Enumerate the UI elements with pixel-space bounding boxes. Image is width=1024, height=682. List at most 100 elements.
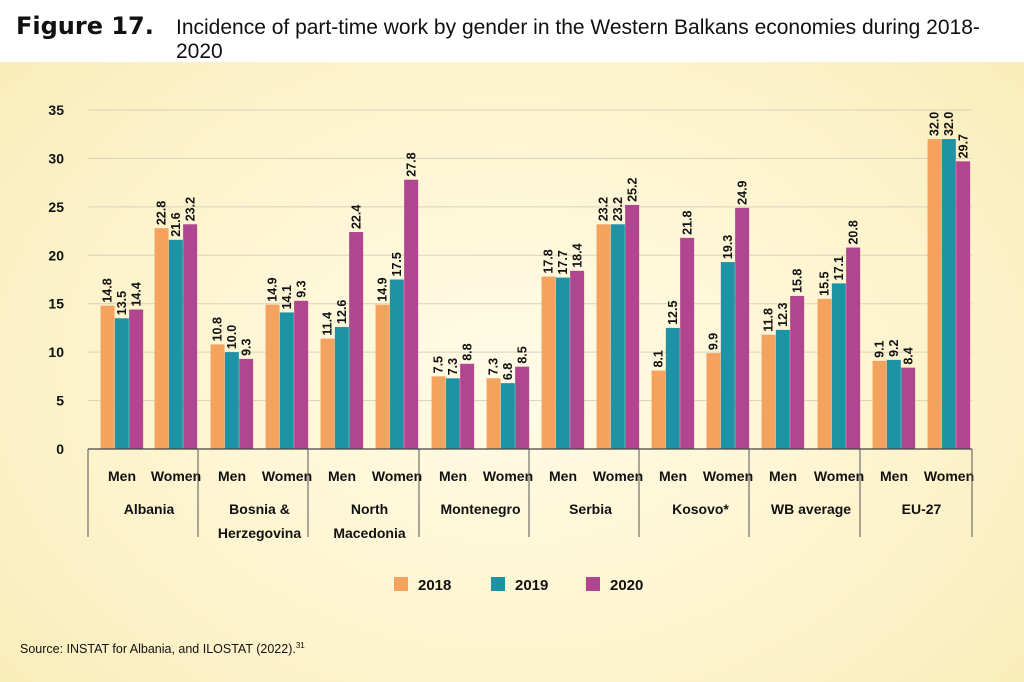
- bar: [831, 283, 846, 449]
- bar: [294, 300, 309, 449]
- x-tick-label: Women: [372, 468, 422, 484]
- data-label: 13.5: [115, 291, 129, 315]
- bar: [790, 295, 805, 449]
- data-label: 23.2: [597, 197, 611, 221]
- bar: [279, 312, 294, 449]
- data-label: 20.8: [846, 220, 860, 244]
- y-tick-label: 35: [48, 102, 64, 118]
- x-tick-label: Women: [262, 468, 312, 484]
- data-label: 8.5: [515, 346, 529, 363]
- data-label: 7.3: [446, 358, 460, 375]
- title-bar: Figure 17. Incidence of part-time work b…: [0, 0, 1024, 63]
- data-label: 11.8: [762, 308, 776, 332]
- group-label: WB average: [771, 501, 851, 517]
- bar: [460, 363, 475, 449]
- bar: [886, 359, 901, 449]
- y-tick-label: 5: [56, 393, 64, 409]
- bar: [625, 204, 640, 449]
- data-label: 24.9: [735, 180, 749, 204]
- bar: [596, 224, 611, 449]
- y-tick-label: 0: [56, 441, 64, 457]
- x-tick-label: Men: [328, 468, 356, 484]
- data-label: 15.5: [818, 271, 832, 295]
- bar: [901, 367, 916, 449]
- x-tick-label: Men: [880, 468, 908, 484]
- bar: [445, 378, 460, 449]
- bar: [129, 309, 144, 449]
- bar: [927, 139, 942, 450]
- bar: [168, 239, 183, 449]
- bar: [817, 298, 832, 449]
- x-tick-label: Women: [151, 468, 201, 484]
- bar: [680, 237, 695, 449]
- group-label: Herzegovina: [218, 525, 301, 541]
- group-label: Montenegro: [440, 501, 520, 517]
- data-label: 11.4: [321, 312, 335, 336]
- bar: [100, 305, 115, 449]
- bar: [706, 353, 721, 449]
- bar: [651, 370, 666, 449]
- bar: [320, 338, 335, 449]
- group-label: Serbia: [569, 501, 612, 517]
- bar: [210, 344, 225, 449]
- x-tick-label: Women: [703, 468, 753, 484]
- bar: [555, 277, 570, 449]
- y-tick-label: 25: [48, 199, 64, 215]
- data-label: 10.0: [225, 325, 239, 349]
- data-label: 14.9: [266, 277, 280, 301]
- data-label: 23.2: [183, 197, 197, 221]
- data-label: 22.8: [155, 201, 169, 225]
- x-tick-label: Men: [439, 468, 467, 484]
- bar: [846, 247, 861, 449]
- data-label: 8.4: [901, 347, 915, 364]
- legend-swatch: [491, 577, 505, 591]
- data-label: 9.9: [707, 333, 721, 350]
- bar: [872, 360, 887, 449]
- data-label: 7.5: [432, 356, 446, 373]
- bar: [224, 352, 239, 449]
- bar: [239, 358, 254, 449]
- data-label: 17.7: [556, 250, 570, 274]
- legend-label: 2020: [610, 577, 643, 594]
- data-label: 7.3: [487, 358, 501, 375]
- data-label: 10.8: [211, 317, 225, 341]
- data-label: 17.5: [390, 252, 404, 276]
- bar: [486, 378, 501, 449]
- bar: [541, 276, 556, 449]
- bar: [775, 329, 790, 449]
- data-label: 18.4: [570, 243, 584, 267]
- data-label: 17.8: [542, 249, 556, 273]
- x-tick-label: Women: [483, 468, 533, 484]
- x-tick-label: Women: [593, 468, 643, 484]
- data-label: 32.0: [942, 112, 956, 136]
- x-tick-label: Women: [924, 468, 974, 484]
- legend-swatch: [394, 577, 408, 591]
- source-footnote-ref: 31: [295, 641, 305, 650]
- figure-label: Figure 17.: [16, 12, 154, 40]
- data-label: 9.3: [294, 280, 308, 297]
- bar: [941, 139, 956, 450]
- y-tick-label: 15: [48, 296, 64, 312]
- data-label: 14.4: [129, 282, 143, 306]
- data-label: 21.6: [169, 212, 183, 236]
- data-label: 22.4: [349, 205, 363, 229]
- source-text: Source: INSTAT for Albania, and ILOSTAT …: [20, 642, 296, 657]
- data-label: 9.1: [873, 340, 887, 357]
- group-label: Bosnia &: [229, 501, 290, 517]
- bar: [265, 304, 280, 449]
- bar: [956, 161, 971, 449]
- figure-title: Incidence of part-time work by gender in…: [176, 16, 980, 63]
- y-tick-label: 10: [48, 344, 64, 360]
- x-tick-label: Women: [814, 468, 864, 484]
- data-label: 19.3: [721, 235, 735, 259]
- legend-label: 2019: [515, 577, 548, 594]
- bar: [349, 232, 364, 449]
- bar: [500, 383, 515, 449]
- bar: [114, 318, 129, 449]
- data-label: 14.9: [376, 277, 390, 301]
- data-label: 12.3: [776, 302, 790, 326]
- data-label: 21.8: [680, 210, 694, 234]
- data-label: 9.3: [239, 338, 253, 355]
- data-label: 15.8: [790, 269, 804, 293]
